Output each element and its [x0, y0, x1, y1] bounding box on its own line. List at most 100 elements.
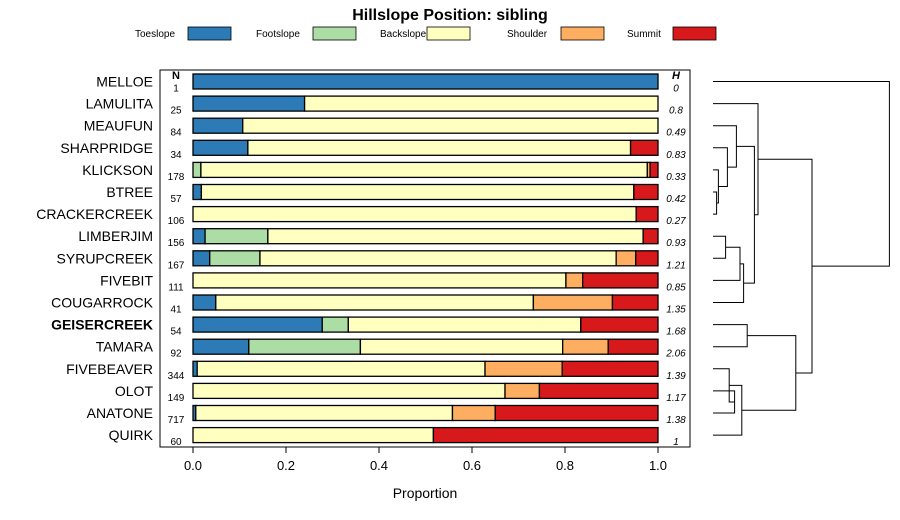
- bar-segment: [267, 228, 644, 245]
- bar-segment: [451, 404, 496, 422]
- bar-segment: [192, 250, 211, 267]
- bar-segment: [538, 382, 659, 400]
- h-value: 1.21: [666, 260, 685, 271]
- n-value: 111: [168, 282, 184, 293]
- dendrogram-branch: [713, 147, 728, 187]
- bar-segment: [192, 73, 659, 90]
- h-value: 1.35: [666, 305, 686, 316]
- bar-segment: [196, 360, 486, 377]
- bar-row: MELLOE 1 0: [96, 73, 679, 95]
- bar-segment: [204, 228, 269, 245]
- bar-segment: [504, 382, 541, 400]
- legend-swatch: [187, 26, 232, 41]
- bar-segment: [633, 183, 659, 201]
- bar-segment: [192, 117, 244, 134]
- bar-segment: [192, 183, 203, 201]
- category-label: BTREE: [106, 184, 153, 200]
- legend: Toeslope Footslope Backslope Shoulder Summit: [135, 26, 717, 41]
- n-value: 344: [168, 371, 185, 382]
- h-value: 0.27: [666, 216, 686, 227]
- h-value: 0: [673, 84, 679, 95]
- bar-segment: [635, 205, 659, 223]
- bar-row: OLOT 149 1.17: [115, 382, 686, 404]
- category-label: FIVEBEAVER: [66, 361, 153, 377]
- x-tick-label: 0.8: [556, 458, 574, 473]
- dendrogram-branch: [713, 235, 727, 259]
- bar-segment: [642, 228, 659, 245]
- x-tick-label: 0.4: [370, 458, 388, 473]
- bar-segment: [192, 316, 323, 333]
- bar-row: FIVEBEAVER 344 1.39: [66, 360, 686, 382]
- bar-segment: [347, 316, 582, 333]
- dendrogram-branch: [713, 246, 741, 281]
- category-label: MELLOE: [96, 74, 153, 90]
- bar-segment: [192, 272, 567, 289]
- bar-segment: [192, 382, 506, 400]
- bar-segment: [192, 139, 249, 156]
- x-tick-label: 1.0: [649, 458, 667, 473]
- bar-row: COUGARROCK 41 1.35: [51, 294, 686, 316]
- bar-row: BTREE 57 0.42: [106, 183, 686, 205]
- bar-segment: [649, 161, 659, 179]
- legend-swatch: [560, 26, 605, 41]
- category-label: COUGARROCK: [51, 295, 154, 311]
- chart-title: Hillslope Position: sibling: [352, 7, 548, 24]
- x-axis: 0.0 0.2 0.4 0.6 0.8 1.0: [184, 447, 667, 473]
- bar-segment: [629, 139, 659, 156]
- legend-label: Footslope: [256, 29, 300, 40]
- bar-segment: [359, 338, 564, 355]
- bar-segment: [607, 338, 659, 355]
- n-value: 167: [168, 260, 185, 271]
- n-value: 60: [170, 437, 182, 448]
- bar-segment: [580, 316, 659, 333]
- dendrogram-branch: [758, 158, 813, 374]
- n-column-header: N: [172, 70, 180, 82]
- category-label: SYRUPCREEK: [57, 250, 154, 266]
- bar-segment: [192, 294, 217, 311]
- dendrogram-branch: [713, 81, 890, 267]
- bar-segment: [192, 205, 637, 223]
- h-value: 0.42: [666, 194, 686, 205]
- bar-segment: [200, 183, 635, 201]
- bar-segment: [494, 404, 659, 422]
- bar-segment: [209, 250, 261, 267]
- bar-row: LAMULITA 25 0.8: [86, 95, 683, 117]
- category-label: LIMBERJIM: [78, 228, 153, 244]
- dendrogram-branch: [741, 335, 797, 411]
- h-value: 0.83: [666, 150, 686, 161]
- legend-label: Summit: [627, 29, 661, 40]
- n-value: 34: [170, 150, 182, 161]
- bar-segment: [321, 316, 349, 333]
- n-value: 178: [168, 172, 185, 183]
- n-value: 41: [170, 305, 182, 316]
- dendrogram-branch: [713, 103, 759, 216]
- category-label: MEAUFUN: [84, 118, 153, 134]
- dendrogram-branch: [713, 125, 737, 168]
- legend-label: Toeslope: [135, 29, 175, 40]
- dendrogram-branch: [713, 324, 748, 348]
- legend-label: Backslope: [380, 29, 427, 40]
- bar-segment: [484, 360, 563, 377]
- n-value: 717: [168, 415, 185, 426]
- bar-segment: [192, 426, 435, 444]
- h-value: 0.33: [666, 172, 686, 183]
- h-value: 1.39: [666, 371, 686, 382]
- h-value: 0.85: [666, 282, 686, 293]
- category-label: TAMARA: [96, 339, 154, 355]
- bar-segment: [200, 161, 648, 179]
- n-value: 156: [168, 238, 185, 249]
- bar-row: GEISERCREEK 54 1.68: [51, 316, 686, 338]
- x-tick-label: 0.2: [277, 458, 295, 473]
- legend-label: Shoulder: [507, 29, 548, 40]
- bar-row: SHARPRIDGE 34 0.83: [60, 139, 686, 161]
- bar-segment: [248, 338, 362, 355]
- bar-row: MEAUFUN 84 0.49: [84, 117, 686, 139]
- h-value: 1.68: [666, 327, 686, 338]
- category-label: OLOT: [115, 383, 154, 399]
- bar-segment: [561, 360, 659, 377]
- bar-segment: [192, 228, 206, 245]
- bar-segment: [247, 139, 632, 156]
- bar-segment: [242, 117, 659, 134]
- category-label: FIVEBIT: [100, 272, 153, 288]
